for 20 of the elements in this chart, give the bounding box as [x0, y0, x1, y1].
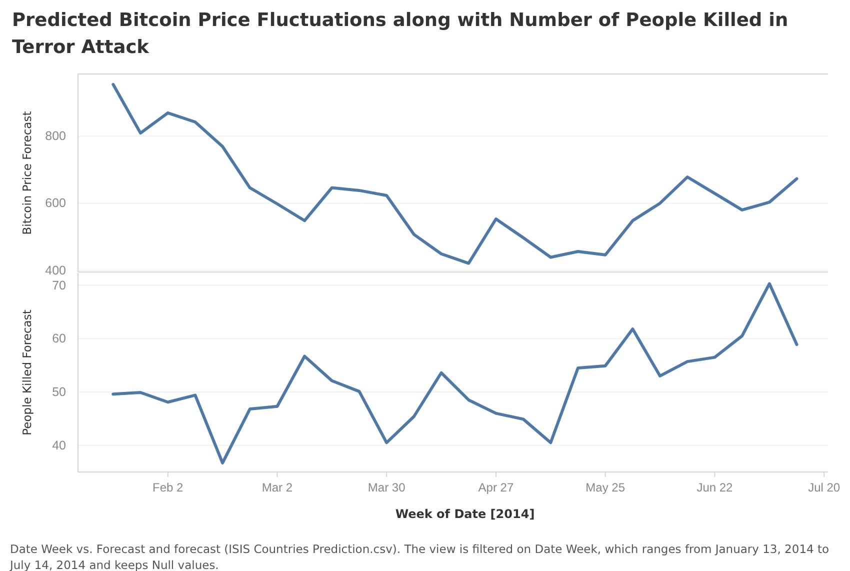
x-tick-label: Jun 22 — [696, 480, 734, 495]
line-series — [112, 282, 798, 464]
x-tick-label: Mar 30 — [368, 480, 406, 495]
y-tick-label: 400 — [45, 263, 66, 278]
x-axis-title: Week of Date [2014] — [395, 507, 535, 521]
x-tick-label: Apr 27 — [478, 480, 514, 495]
chart-title: Predicted Bitcoin Price Fluctuations along with Number of People Killed in Terror Attack — [12, 10, 788, 58]
line-series — [112, 82, 798, 265]
y-tick-label: 40 — [52, 438, 66, 452]
y-tick-label: 70 — [52, 278, 66, 292]
y-axis-title: People Killed Forecast — [20, 309, 34, 436]
x-tick-label: Feb 2 — [152, 480, 184, 495]
y-axis-title: Bitcoin Price Forecast — [20, 110, 34, 235]
x-tick-label: May 25 — [586, 480, 626, 495]
y-tick-label: 600 — [45, 196, 66, 210]
x-tick-label: Mar 2 — [262, 480, 293, 495]
y-tick-label: 800 — [45, 129, 66, 144]
y-tick-label: 60 — [52, 332, 66, 346]
y-tick-label: 50 — [52, 384, 66, 399]
x-tick-label: Jul 20 — [808, 480, 840, 495]
